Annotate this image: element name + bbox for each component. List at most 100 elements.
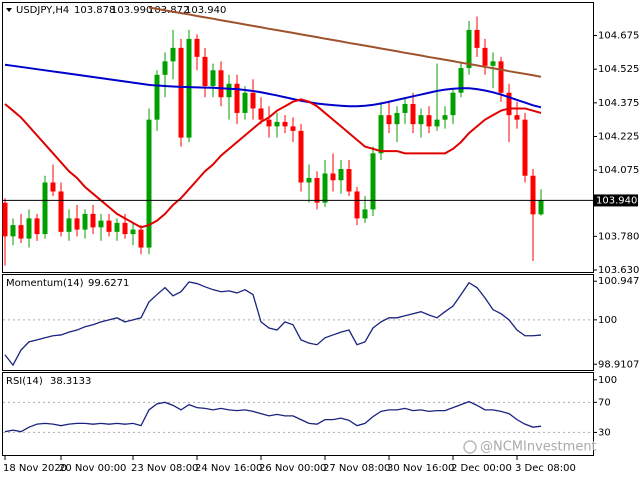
candle-body [74, 218, 80, 230]
y-tick-label: 104.075 [598, 165, 639, 176]
candle-body [258, 108, 264, 120]
candle-body [466, 29, 472, 69]
candle-body [506, 92, 512, 116]
y-tick-label: 100.9472 [598, 276, 640, 287]
candle-body [282, 121, 288, 127]
candle-body [154, 74, 160, 120]
y-tick-label: 104.675 [598, 31, 639, 42]
candle-body [162, 61, 168, 75]
x-tick-label: 27 Nov 08:00 [323, 463, 390, 474]
candle-body [450, 92, 456, 116]
candle-body [242, 92, 248, 113]
candle-body [10, 225, 16, 237]
candle-body [274, 121, 280, 127]
header-high: 103.990 [111, 5, 152, 16]
candle-body [458, 68, 464, 93]
header-open: 103.878 [74, 5, 115, 16]
candle-body [530, 175, 536, 215]
rsi-title: RSI(14) [6, 376, 43, 387]
x-tick-label: 18 Nov 2020 [3, 463, 67, 474]
candle-body [306, 177, 312, 183]
candle-body [58, 191, 64, 232]
y-tick-label: 100 [598, 315, 617, 326]
candle-body [114, 222, 120, 232]
x-tick-label: 20 Nov 00:00 [59, 463, 126, 474]
y-tick-label: 104.225 [598, 131, 639, 142]
candle-body [338, 169, 344, 181]
candle-body [26, 218, 32, 239]
moving-average-line [4, 98, 542, 229]
x-tick-label: 26 Nov 00:00 [259, 463, 326, 474]
candle-body [178, 47, 184, 138]
candle-body [98, 220, 104, 228]
candle-body [402, 103, 408, 113]
candle-body [522, 119, 528, 176]
candle-body [218, 70, 224, 98]
x-tick-label: 24 Nov 16:00 [195, 463, 262, 474]
candle-body [538, 200, 544, 215]
candle-body [418, 115, 424, 125]
candle-body [186, 38, 192, 138]
y-tick-label: 30 [598, 427, 611, 438]
rsi-panel-frame [2, 372, 594, 456]
header-close: 103.940 [185, 5, 226, 16]
candle-body [122, 222, 128, 235]
current-price-label: 103.940 [596, 195, 637, 206]
candle-body [370, 153, 376, 210]
candle-body [482, 47, 488, 66]
y-tick-label: 70 [598, 397, 611, 408]
candle-body [386, 115, 392, 125]
candle-body [66, 218, 72, 232]
y-tick-label: 100 [598, 375, 617, 386]
candle-body [130, 229, 136, 235]
candle-body [194, 38, 200, 57]
y-tick-label: 104.375 [598, 98, 639, 109]
candle-body [426, 115, 432, 127]
candle-body [210, 70, 216, 87]
y-tick-label: 104.525 [598, 64, 639, 75]
watermark: @NCMInvestment [480, 440, 597, 455]
momentum-value: 99.6271 [88, 278, 129, 289]
candle-body [298, 130, 304, 183]
candle-body [82, 213, 88, 230]
candle-body [2, 202, 8, 237]
moving-average-line [4, 63, 542, 109]
candle-body [498, 61, 504, 93]
candle-body [202, 56, 208, 87]
dropdown-icon [6, 8, 12, 12]
candle-body [378, 115, 384, 154]
candle-body [138, 229, 144, 248]
candle-body [250, 92, 256, 109]
candle-body [354, 191, 360, 219]
candle-body [474, 29, 480, 48]
candle-body [226, 83, 232, 98]
candle-body [330, 173, 336, 181]
rsi-value: 38.3133 [50, 376, 91, 387]
candle-body [442, 115, 448, 120]
momentum-panel-frame [2, 274, 594, 371]
candle-body [394, 112, 400, 125]
x-tick-label: 2 Dec 00:00 [451, 463, 512, 474]
moving-average-line [148, 6, 542, 78]
candle-body [146, 119, 152, 248]
candle-body [434, 119, 440, 127]
main-panel-frame [2, 2, 594, 273]
x-tick-label: 3 Dec 08:00 [515, 463, 576, 474]
candle-body [266, 119, 272, 127]
y-tick-label: 98.9107 [598, 359, 639, 370]
symbol-title: USDJPY,H4 [16, 5, 69, 16]
candle-body [106, 220, 112, 232]
candle-body [170, 47, 176, 62]
candle-body [362, 209, 368, 219]
indicator-line [4, 400, 542, 433]
watermark-icon [463, 440, 477, 454]
candle-body [490, 61, 496, 66]
candle-body [322, 173, 328, 203]
momentum-title: Momentum(14) [6, 278, 84, 289]
candle-body [34, 218, 40, 235]
candle-body [514, 115, 520, 120]
candle-body [290, 126, 296, 131]
indicator-line [4, 281, 542, 367]
